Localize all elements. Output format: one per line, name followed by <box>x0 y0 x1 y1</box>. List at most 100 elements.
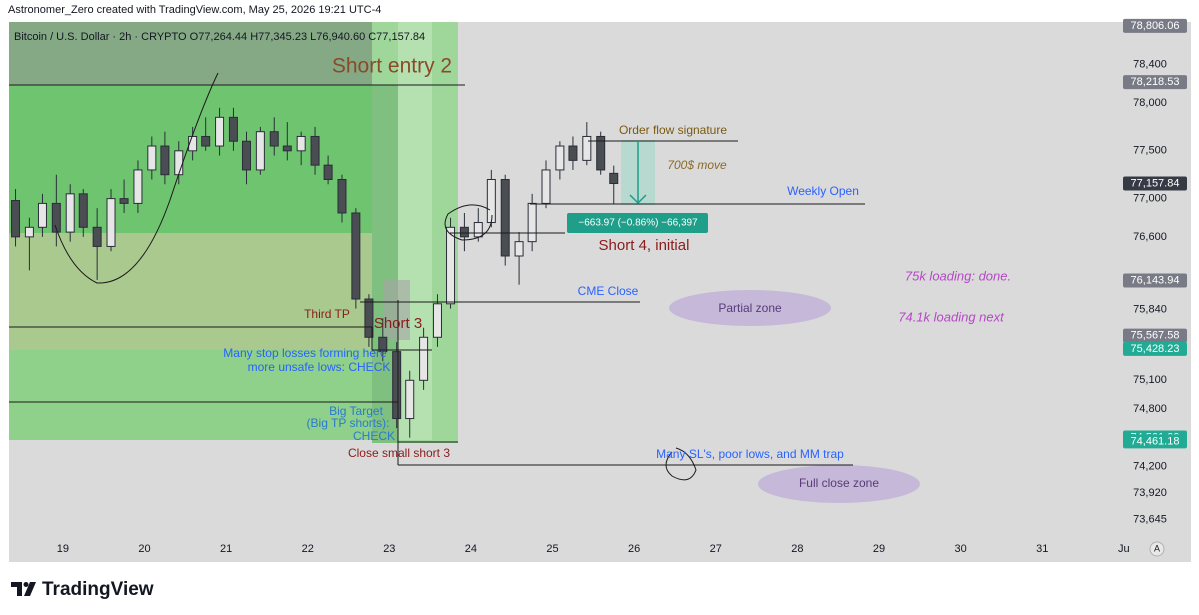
annotation: Full close zone <box>799 476 879 490</box>
candle-body <box>296 135 306 152</box>
annotation: Big Target <box>329 404 383 418</box>
candle-body <box>65 193 75 233</box>
candle-body <box>323 164 333 180</box>
logo-mark <box>24 582 36 596</box>
partial-zone <box>669 290 831 326</box>
measure-arrow-head <box>629 194 647 205</box>
price-label: 76,143.94 <box>1131 274 1180 286</box>
freehand-circle <box>665 447 697 481</box>
price-label: 78,218.53 <box>1131 76 1180 88</box>
annotation: CHECK <box>353 429 395 443</box>
price-label: 77,157.84 <box>1131 177 1180 189</box>
x-tick-label: Ju <box>1118 543 1130 555</box>
x-tick-label: 28 <box>791 543 803 555</box>
annotation: more unsafe lows: CHECK <box>248 360 391 374</box>
candle-body <box>92 226 102 247</box>
candle-body <box>269 131 279 147</box>
price-label: 75,428.23 <box>1131 343 1180 355</box>
x-tick-label: 29 <box>873 543 885 555</box>
auto-scale-button[interactable] <box>1149 541 1165 557</box>
candle-body <box>133 169 143 204</box>
freehand-curve <box>54 72 219 284</box>
auto-scale-label[interactable]: A <box>1154 543 1160 553</box>
y-tick-label: 76,600 <box>1133 231 1167 243</box>
logo-mark <box>23 582 29 587</box>
candle-body <box>514 241 524 257</box>
annotation: Partial zone <box>718 301 782 315</box>
logo <box>11 582 36 596</box>
y-tick-label: 73,920 <box>1133 487 1167 499</box>
candle-body <box>541 169 551 204</box>
candle-body <box>255 131 265 171</box>
candle-body <box>419 336 429 381</box>
candle-body <box>432 303 442 338</box>
annotation: 700$ move <box>667 158 727 172</box>
full-close-zone <box>758 465 920 503</box>
x-tick-label: 25 <box>546 543 558 555</box>
x-tick-label: 21 <box>220 543 232 555</box>
candle-body <box>337 178 347 214</box>
candle-body <box>568 145 578 161</box>
price-label-box <box>1123 341 1187 356</box>
candle-body <box>282 145 292 152</box>
logo-mark <box>11 582 22 596</box>
candle-body <box>500 178 510 257</box>
candle-body <box>215 116 225 147</box>
measure-label-box <box>567 213 708 233</box>
candle-body <box>378 336 388 353</box>
candle-body <box>24 226 34 238</box>
annotation: Weekly Open <box>787 184 859 198</box>
annotation: Close small short 3 <box>348 446 450 460</box>
y-tick-label: 77,000 <box>1133 193 1167 205</box>
candle-body <box>527 202 537 243</box>
price-label: 78,806.06 <box>1131 20 1180 32</box>
zones <box>9 22 920 503</box>
candle-body <box>147 145 157 171</box>
candle-body <box>405 379 415 420</box>
candles <box>11 107 619 438</box>
price-label-box <box>1123 176 1187 191</box>
candle-body <box>241 140 251 171</box>
candle-body <box>11 200 21 238</box>
annotation: Short 3 <box>374 315 422 332</box>
candle-body <box>119 198 129 204</box>
candle-body <box>188 135 198 152</box>
y-tick-label: 78,000 <box>1133 97 1167 109</box>
candle-body <box>596 135 606 171</box>
annotation: (Big TP shorts): <box>307 416 390 430</box>
y-tick-label: 75,840 <box>1133 303 1167 315</box>
candle-body <box>106 198 116 247</box>
candle-body <box>446 226 456 305</box>
y-tick-label: 75,100 <box>1133 374 1167 386</box>
x-tick-label: 26 <box>628 543 640 555</box>
y-tick-label: 73,645 <box>1133 513 1167 525</box>
x-tick-label: 27 <box>710 543 722 555</box>
annotations: Short entry 2 Order flow signature 700$ mo… <box>223 55 1011 491</box>
price-label-box <box>1123 75 1187 90</box>
candle-body <box>78 193 88 228</box>
price-label-box <box>1123 18 1187 33</box>
candle-body <box>174 150 184 176</box>
annotation: Many stop losses forming here <box>223 346 387 360</box>
candle-body <box>392 351 402 420</box>
zone <box>383 280 410 340</box>
candle-body <box>364 298 374 338</box>
annotation: 74.1k loading next <box>898 309 1005 324</box>
drawings <box>9 72 865 481</box>
zone <box>9 22 372 85</box>
symbol-line: Bitcoin / U.S. Dollar · 2h · CRYPTO O77,… <box>14 31 425 43</box>
x-tick-label: 31 <box>1036 543 1048 555</box>
candle-body <box>555 145 565 171</box>
annotation: CME Close <box>578 284 639 298</box>
branding: TradingView <box>42 579 154 600</box>
x-tick-label: 30 <box>954 543 966 555</box>
candle-body <box>160 145 170 176</box>
price-label: 75,567.58 <box>1131 330 1180 342</box>
x-tick-label: 20 <box>138 543 150 555</box>
zone <box>9 233 372 350</box>
credit: Astronomer_Zero created with TradingView… <box>8 4 381 16</box>
x-tick-label: 19 <box>57 543 69 555</box>
x-tick-label: 22 <box>302 543 314 555</box>
candle-body <box>37 202 47 228</box>
annotation: Short entry 2 <box>332 55 452 78</box>
